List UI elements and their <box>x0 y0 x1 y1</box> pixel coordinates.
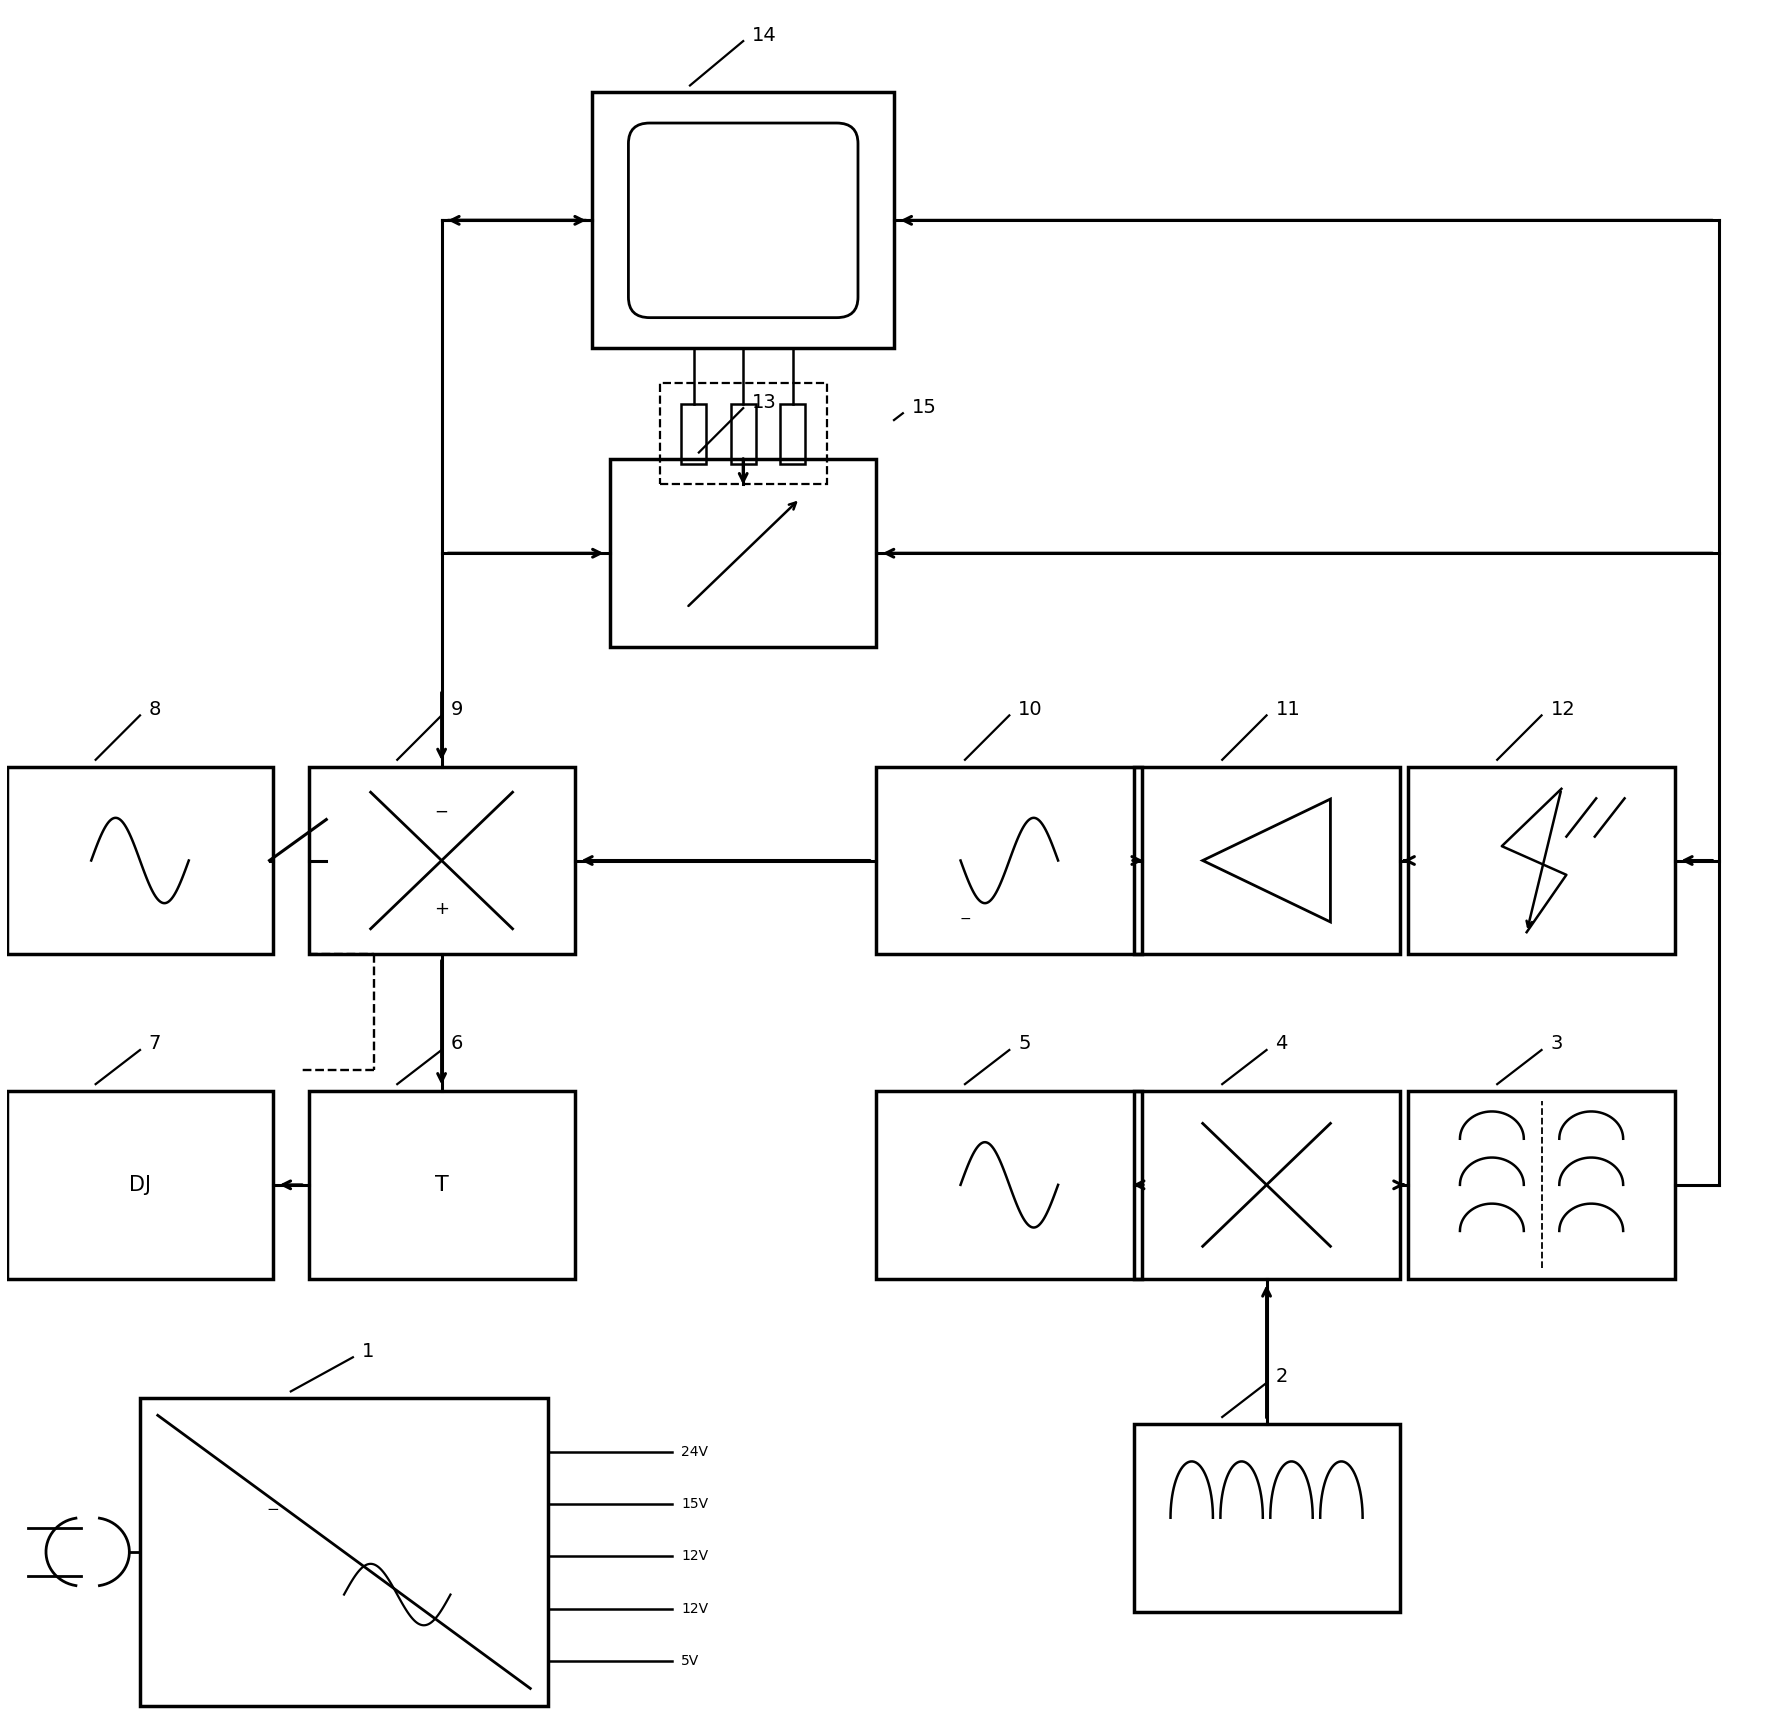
Bar <box>610 460 876 647</box>
Bar <box>1134 1423 1400 1611</box>
Bar <box>876 766 1143 955</box>
Text: −: − <box>434 802 449 821</box>
Bar <box>731 404 756 463</box>
Text: 14: 14 <box>753 26 776 45</box>
Text: DJ: DJ <box>129 1175 150 1194</box>
Bar <box>309 766 574 955</box>
Text: 5: 5 <box>1017 1034 1030 1053</box>
Text: 3: 3 <box>1550 1034 1563 1053</box>
Text: 15: 15 <box>912 398 937 416</box>
Text: T: T <box>434 1175 449 1194</box>
Text: 2: 2 <box>1275 1366 1287 1387</box>
Text: 8: 8 <box>148 700 161 719</box>
Bar <box>7 766 274 955</box>
Bar <box>780 404 805 463</box>
Text: 15V: 15V <box>681 1497 708 1511</box>
Bar <box>139 1397 549 1706</box>
Bar <box>1134 1091 1400 1279</box>
Text: 11: 11 <box>1275 700 1300 719</box>
Bar <box>681 404 706 463</box>
Text: 4: 4 <box>1275 1034 1287 1053</box>
Bar <box>876 1091 1143 1279</box>
Text: 12V: 12V <box>681 1602 708 1616</box>
Text: 13: 13 <box>753 392 776 411</box>
Text: 12: 12 <box>1550 700 1575 719</box>
Bar <box>1409 1091 1675 1279</box>
Bar <box>1134 766 1400 955</box>
Bar <box>309 1091 574 1279</box>
Text: 10: 10 <box>1017 700 1042 719</box>
Bar <box>1409 766 1675 955</box>
Bar <box>660 384 826 484</box>
Text: −: − <box>958 912 971 926</box>
Bar <box>592 93 894 348</box>
Text: 9: 9 <box>451 700 463 719</box>
Text: 24V: 24V <box>681 1446 708 1459</box>
Text: 7: 7 <box>148 1034 161 1053</box>
Text: 1: 1 <box>361 1342 374 1361</box>
Text: 5V: 5V <box>681 1654 699 1668</box>
Bar <box>7 1091 274 1279</box>
Text: +: + <box>434 900 449 919</box>
Text: 6: 6 <box>451 1034 463 1053</box>
Text: −: − <box>266 1502 279 1516</box>
Text: 12V: 12V <box>681 1549 708 1563</box>
